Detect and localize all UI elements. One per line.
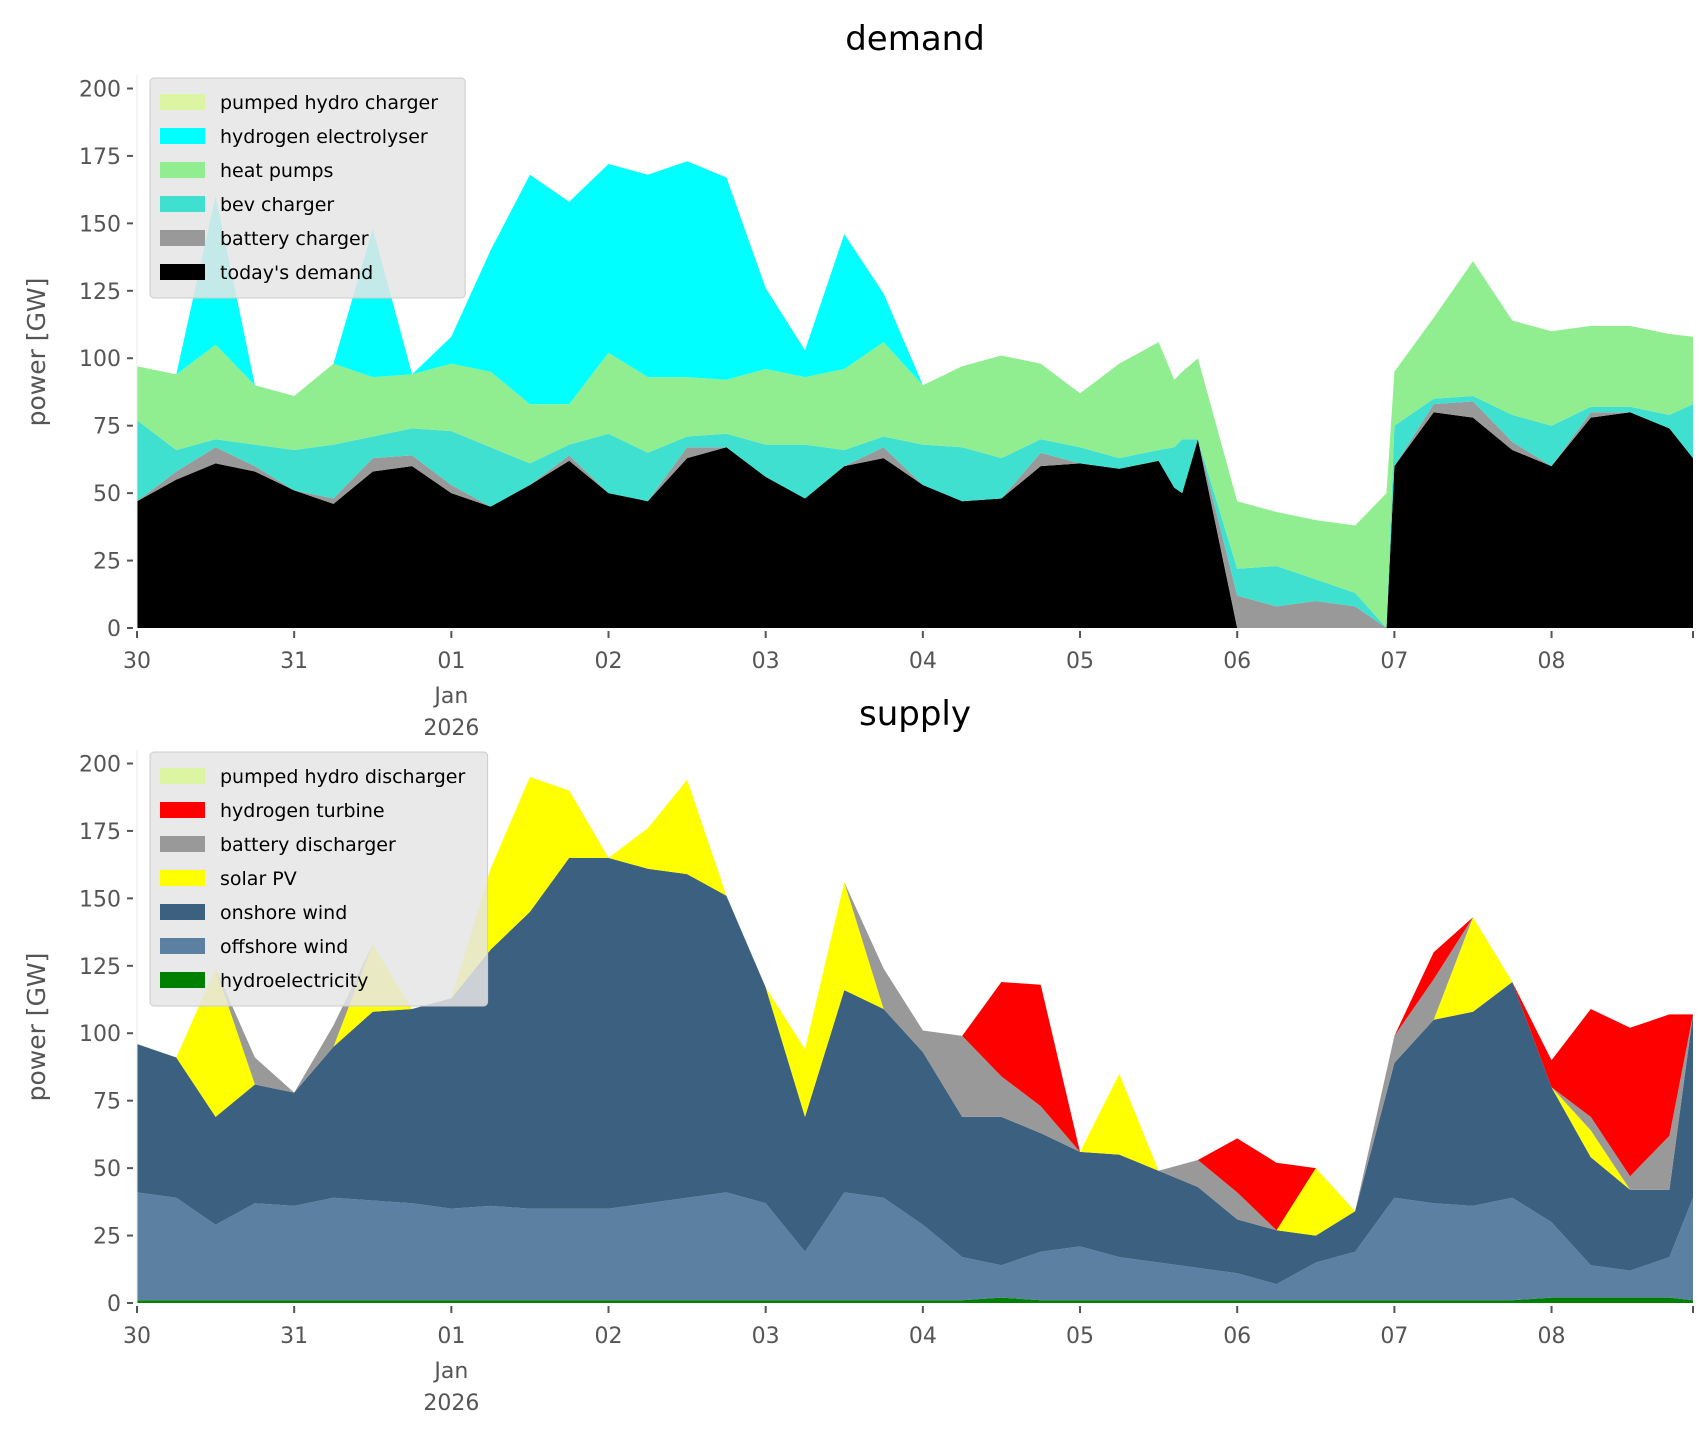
legend-label-heat-pumps: heat pumps — [220, 160, 333, 182]
legend-swatch-today-s-demand — [160, 264, 205, 280]
legend-label-hydrogen-turbine: hydrogen turbine — [220, 800, 385, 822]
y-tick-label: 0 — [107, 617, 121, 642]
area-offshore-wind — [137, 1192, 1693, 1301]
legend-label-battery-discharger: battery discharger — [220, 834, 396, 856]
y-tick-label: 150 — [79, 212, 121, 237]
legend-swatch-heat-pumps — [160, 162, 205, 178]
area-onshore-wind — [137, 857, 1693, 1285]
y-tick-label: 50 — [93, 482, 121, 507]
legend-label-pumped-hydro-discharger: pumped hydro discharger — [220, 766, 465, 788]
x-tick-label: 01 — [437, 649, 465, 674]
legend-swatch-offshore-wind — [160, 938, 205, 954]
legend-label-solar-pv: solar PV — [220, 868, 297, 890]
y-axis-label: power [GW] — [22, 953, 51, 1102]
x-tick-label: 06 — [1223, 1324, 1251, 1349]
area-today-s-demand — [137, 412, 1693, 628]
x-tick-label: 04 — [909, 649, 937, 674]
x-tick-label: 05 — [1066, 649, 1094, 674]
legend-swatch-pumped-hydro-charger — [160, 94, 205, 110]
x-tick-label: 01 — [437, 1324, 465, 1349]
legend-swatch-hydrogen-turbine — [160, 802, 205, 818]
x-tick-label: 30 — [123, 1324, 151, 1349]
y-tick-label: 200 — [79, 77, 121, 102]
demand-areas — [137, 161, 1693, 628]
legend-swatch-battery-discharger — [160, 836, 205, 852]
x-tick-label: 02 — [595, 1324, 623, 1349]
legend-label-hydrogen-electrolyser: hydrogen electrolyser — [220, 126, 428, 148]
supply-panel: supply 0 25 50 75 100 125 150 175 200 30 31 01 Jan 20… — [22, 694, 1694, 1416]
x-tick-label: 07 — [1380, 649, 1408, 674]
legend-swatch-pumped-hydro-discharger — [160, 768, 205, 784]
y-tick-label: 100 — [79, 1022, 121, 1047]
legend-label-battery-charger: battery charger — [220, 228, 369, 250]
legend-box — [149, 751, 489, 1007]
area-solar-pv — [137, 777, 1693, 1236]
legend-label-bev-charger: bev charger — [220, 194, 334, 216]
x-tick-label: 04 — [909, 1324, 937, 1349]
legend-label-pumped-hydro-charger: pumped hydro charger — [220, 92, 438, 114]
x-tick-sublabel: Jan — [432, 1359, 468, 1384]
x-tick-label: 08 — [1538, 649, 1566, 674]
y-tick-label: 125 — [79, 955, 121, 980]
y-tick-label: 25 — [93, 1225, 121, 1250]
y-tick-label: 175 — [79, 820, 121, 845]
x-tick-sublabel: 2026 — [423, 716, 479, 741]
x-tick-label: 07 — [1380, 1324, 1408, 1349]
y-tick-label: 75 — [93, 415, 121, 440]
x-tick-label: 05 — [1066, 1324, 1094, 1349]
supply-legend: pumped hydro discharger hydrogen turbine b… — [149, 751, 489, 1007]
x-tick-sublabel: Jan — [432, 684, 468, 709]
x-tick-label: 08 — [1538, 1324, 1566, 1349]
x-tick-label: 30 — [123, 649, 151, 674]
y-tick-label: 0 — [107, 1292, 121, 1317]
supply-axes: 0 25 50 75 100 125 150 175 200 30 31 01 Jan 2026 02 03 0… — [79, 750, 1694, 1416]
y-tick-label: 25 — [93, 550, 121, 575]
y-tick-label: 125 — [79, 280, 121, 305]
legend-label-hydroelectricity: hydroelectricity — [220, 970, 368, 992]
x-tick-label: 06 — [1223, 649, 1251, 674]
y-tick-label: 75 — [93, 1090, 121, 1115]
demand-panel: demand 0 25 50 75 100 125 150 175 200 30 31 01 Jan 20… — [22, 19, 1694, 741]
legend-label-today-s-demand: today's demand — [220, 262, 373, 284]
y-tick-label: 175 — [79, 145, 121, 170]
legend-box — [149, 77, 466, 299]
y-tick-label: 50 — [93, 1157, 121, 1182]
x-tick-label: 02 — [595, 649, 623, 674]
x-tick-label: 03 — [752, 649, 780, 674]
y-tick-label: 200 — [79, 752, 121, 777]
area-hydrogen-electrolyser — [137, 161, 1693, 526]
chart-title: supply — [859, 694, 971, 734]
supply-areas — [137, 777, 1693, 1303]
y-tick-label: 150 — [79, 887, 121, 912]
demand-axes: 0 25 50 75 100 125 150 175 200 30 31 01 Jan 2026 02 03 0… — [79, 75, 1694, 741]
x-tick-label: 03 — [752, 1324, 780, 1349]
demand-legend: pumped hydro charger hydrogen electrolyse… — [149, 77, 466, 299]
area-heat-pumps — [137, 261, 1693, 628]
legend-swatch-bev-charger — [160, 196, 205, 212]
x-tick-label: 31 — [280, 1324, 308, 1349]
legend-swatch-solar-pv — [160, 870, 205, 886]
legend-swatch-hydrogen-electrolyser — [160, 128, 205, 144]
legend-swatch-onshore-wind — [160, 904, 205, 920]
x-tick-label: 31 — [280, 649, 308, 674]
y-axis-label: power [GW] — [22, 278, 51, 427]
y-tick-label: 100 — [79, 347, 121, 372]
legend-label-onshore-wind: onshore wind — [220, 902, 347, 924]
x-tick-sublabel: 2026 — [423, 1391, 479, 1416]
legend-swatch-hydroelectricity — [160, 972, 205, 988]
chart-title: demand — [845, 19, 985, 59]
legend-swatch-battery-charger — [160, 230, 205, 246]
legend-label-offshore-wind: offshore wind — [220, 936, 348, 958]
